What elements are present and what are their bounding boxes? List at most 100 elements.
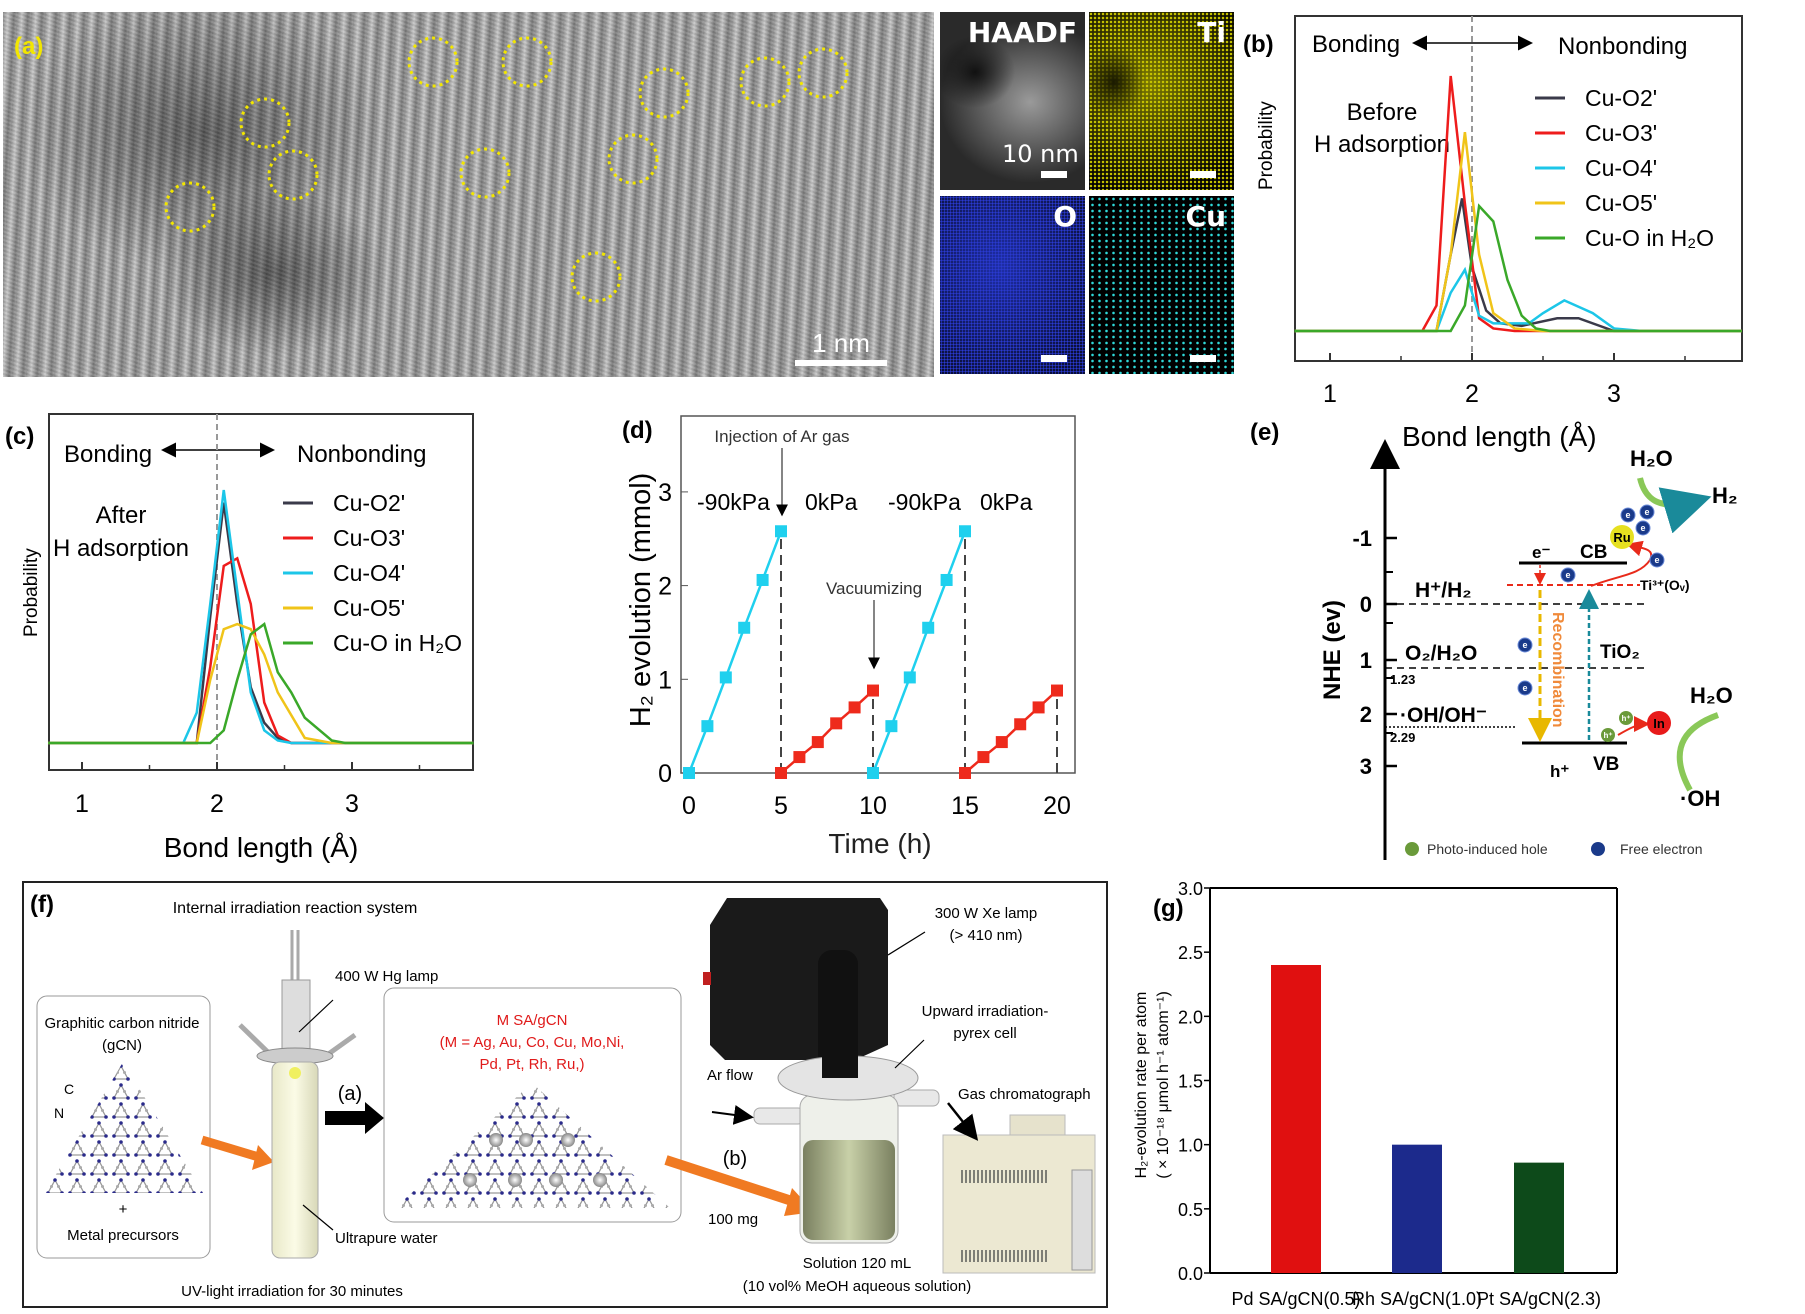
energy-tick-label: 1 [1360,648,1372,673]
ru-label: Ru [1613,530,1630,545]
h2o-reactant-label: H₂O [1630,446,1673,471]
legend-label: Cu-O5' [333,595,405,621]
y-tick-label: 1.5 [1178,1072,1203,1092]
ar-flow-label: Ar flow [707,1067,753,1084]
y-axis-label: H₂ evolution (mmol) [625,473,657,728]
data-point [940,573,953,586]
highlight-circle [638,67,690,119]
in-label: In [1653,716,1665,731]
data-point [867,767,879,779]
electron-symbol: e [1565,570,1570,580]
series-line [48,622,474,745]
y-tick-label: 0.0 [1178,1264,1203,1284]
panel-label-f: (f) [30,891,54,918]
eds-scale-bar [1041,355,1067,362]
setup-schematic-f: (f) Internal irradiation reaction system… [22,881,1108,1308]
x-tick-label: 5 [774,792,788,820]
state-label-2: H adsorption [53,535,189,562]
eds-o-label: O [1053,200,1077,233]
legend-label: Cu-O2' [1585,85,1657,111]
gcn-title: Graphitic carbon nitride [44,1015,199,1032]
electron-icon [1620,507,1636,523]
hole-transfer-arrow [1617,716,1650,736]
h-plus-label: h⁺ [1550,762,1569,781]
panel-label-b: (b) [1243,31,1274,58]
bonding-label: Bonding [64,441,152,468]
state-label-1: After [96,502,147,529]
x-tick-label: 2 [210,790,224,818]
pressure-label: 0kPa [980,489,1033,515]
x-tick-label: 10 [859,792,887,820]
electron-legend-label: Free electron [1620,841,1702,857]
panel-label-g: (g) [1153,895,1184,922]
in-atom [1647,711,1671,735]
water-label: Ultrapure water [335,1230,438,1247]
h2o-to-h2-arrow [1637,477,1712,534]
data-point [1051,684,1063,697]
electron-symbol: e [1522,683,1527,693]
eds-cu-map: Cu [1089,196,1234,374]
carbon-label: C [64,1081,74,1097]
oh-label: ·OH/OH⁻ [1400,704,1487,727]
eds-ti-label: Ti [1197,16,1226,49]
legend-label: Cu-O3' [333,525,405,551]
highlight-circle [407,36,459,88]
step-b-label: (b) [723,1148,747,1170]
series-line [871,530,967,774]
electron-symbol: e [1654,555,1659,565]
metal-precursors-label: Metal precursors [67,1227,179,1244]
eds-scale-bar [1190,355,1216,362]
y-axis-label: Probability [21,548,42,637]
hg-lamp-label: 400 W Hg lamp [335,968,438,985]
eds-o-map: O [940,196,1085,374]
panel-label-a: (a) [14,33,43,60]
bar [1271,965,1321,1273]
chart-b: (b) Bonding Nonbonding Before H adsorpti… [1243,15,1743,452]
plus-sign: + [119,1201,128,1218]
xe-lamp-label: 300 W Xe lamp [935,905,1038,922]
series-line [1294,198,1742,333]
tem-overlay: (a) 1 nm [14,33,887,366]
orange-arrowhead [252,1145,274,1170]
hole-icon [1619,711,1633,725]
series-line [48,489,474,745]
recombination-label: Recombination [1549,612,1566,728]
panel-label-d: (d) [622,417,653,444]
highlight-circle [739,56,791,108]
pointer-line [298,999,334,1033]
electron-legend-icon [1591,842,1605,856]
scale-bar-label: 1 nm [812,328,870,358]
bar [1392,1144,1442,1273]
highlight-circle [570,251,622,303]
gc-pointer-arrow [947,1102,979,1141]
xe-filter-label: (> 410 nm) [950,927,1023,944]
eds-haadf-label: HAADF [967,16,1077,49]
eds-cu-label: Cu [1185,200,1226,233]
x-tick-label: Pt SA/gCN(2.3) [1477,1289,1601,1309]
data-point [830,717,843,730]
value-1-23: 1.23 [1390,672,1415,687]
legend-label: Cu-O5' [1585,190,1657,216]
data-point [867,684,879,697]
gc-vents [961,1170,1047,1262]
highlight-circle [501,36,553,88]
injection-annotation: Injection of Ar gas [714,427,849,446]
data-point [756,573,769,586]
nonbonding-label: Nonbonding [297,441,426,468]
electron-icon [1517,637,1533,653]
data-point [811,736,824,749]
y-tick-label: 3.0 [1178,879,1203,899]
gc-top [1009,1114,1066,1138]
electron-icon [1649,552,1665,568]
gc-label: Gas chromatograph [958,1086,1091,1103]
oh-product-label: ·OH [1680,786,1720,811]
series-line [48,621,474,745]
y-axis-label-2: ( × 10⁻¹⁸ μmol h⁻¹ atom⁻¹) [1155,991,1172,1179]
series-line [1294,75,1742,333]
y-tick-label: 2.5 [1178,943,1203,963]
ru-atom [1610,525,1634,549]
y-tick-label: 1.0 [1178,1136,1203,1156]
x-axis-label: Bond length (Å) [1402,421,1597,452]
nonbonding-label: Nonbonding [1558,33,1687,60]
pressure-label: -90kPa [888,489,961,515]
